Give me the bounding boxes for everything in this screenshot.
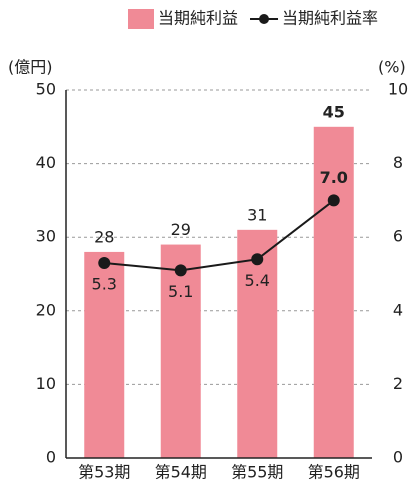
line-value-label: 5.1 [168,282,193,301]
y2-tick-label: 8 [393,153,403,172]
bar-value-label: 45 [323,102,345,121]
legend-label: 当期純利益率 [282,9,378,28]
y2-tick-label: 4 [393,300,403,319]
legend-swatch [259,14,270,24]
bar-value-label: 28 [94,227,114,246]
legend-label: 当期純利益 [158,9,238,28]
line-marker [251,253,264,266]
y-tick-label: 10 [36,374,56,393]
line [104,199,335,272]
y2-tick-label: 2 [393,374,403,393]
y-tick-label: 30 [36,227,56,246]
y-tick-label: 50 [36,80,56,99]
line-marker [98,256,111,269]
line-marker [327,194,340,207]
bar [313,126,354,459]
y2-tick-label: 10 [388,80,408,99]
x-tick-label: 第55期 [231,463,283,482]
bar-value-label: 31 [247,205,267,224]
bar [237,229,278,458]
line-value-label: 5.4 [245,271,270,290]
y2-axis-label: (%) [378,58,406,77]
bar-value-label: 29 [171,220,191,239]
line-value-label: 7.0 [320,168,348,187]
y2-tick-label: 0 [393,448,403,467]
x-tick-label: 第56期 [308,463,360,482]
y-tick-label: 20 [36,300,56,319]
bar [84,251,125,458]
line-marker [174,264,187,277]
x-tick-label: 第54期 [155,463,207,482]
bar [160,244,201,458]
legend-swatch [128,9,154,29]
line-value-label: 5.3 [92,274,117,293]
x-tick-label: 第53期 [78,463,130,482]
y-tick-label: 0 [46,448,56,467]
y2-tick-label: 6 [393,227,403,246]
y-tick-label: 40 [36,153,56,172]
y-axis-label: (億円) [8,58,53,77]
